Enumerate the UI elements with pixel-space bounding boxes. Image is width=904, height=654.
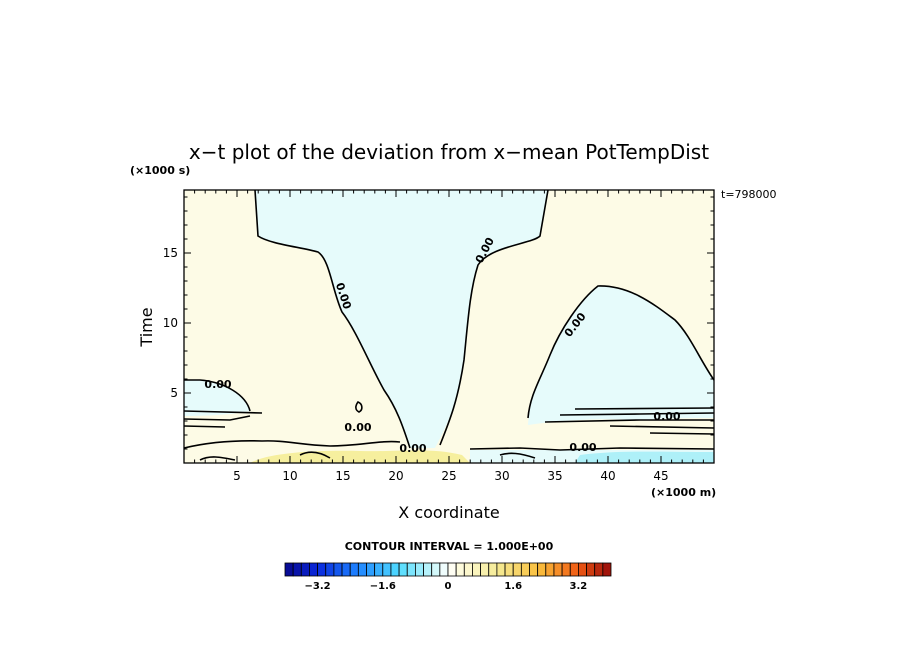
y-axis-unit: (×1000 s)	[130, 164, 190, 177]
contour-band-left-3	[183, 425, 226, 428]
contour-label: 0.00	[399, 442, 426, 455]
colorbar-bin	[537, 562, 547, 577]
x-tick-label: 45	[653, 469, 668, 483]
contour-small-loop	[355, 401, 363, 413]
colorbar-bin	[357, 562, 367, 577]
contour-zero-center-right	[439, 189, 549, 446]
colorbar-bin	[341, 562, 351, 577]
contour-band-right-1	[574, 407, 715, 410]
colorbar-bin	[423, 562, 433, 577]
chart-title: x−t plot of the deviation from x−mean Po…	[189, 140, 709, 164]
x-tick-label: 30	[494, 469, 509, 483]
colorbar-bin	[325, 562, 335, 577]
contour-interval-text: CONTOUR INTERVAL = 1.000E+00	[345, 540, 554, 553]
colorbar-bin	[317, 562, 327, 577]
x-axis-label: X coordinate	[398, 503, 499, 522]
colorbar-bin	[439, 562, 449, 577]
colorbar-tick-label: 3.2	[570, 581, 588, 592]
colorbar-bin	[569, 562, 579, 577]
colorbar-bin	[480, 562, 490, 577]
contour-band-right-2	[559, 412, 715, 416]
colorbar-bin	[406, 562, 416, 577]
colorbar-bin	[463, 562, 473, 577]
colorbar-bin	[390, 562, 400, 577]
colorbar-bin	[561, 562, 571, 577]
colorbar-bin	[545, 562, 555, 577]
colorbar-bin	[374, 562, 384, 577]
colorbar-bin	[488, 562, 498, 577]
colorbar-bin	[586, 562, 596, 577]
contour-label: 0.00	[569, 441, 596, 454]
y-axis: 5 10 15	[163, 196, 714, 450]
colorbar-bin	[382, 562, 392, 577]
colorbar-ticks: −3.2 −1.6 0 1.6 3.2	[305, 581, 588, 592]
colorbar-bin	[472, 562, 482, 577]
colorbar-bin	[414, 562, 424, 577]
colorbar-bin	[578, 562, 587, 577]
colorbar-bin	[496, 562, 506, 577]
contour-band-left-2	[183, 415, 251, 421]
contour-low-left	[183, 440, 401, 449]
colorbar-bin	[512, 562, 522, 577]
colorbar-tick-label: −3.2	[305, 581, 331, 592]
colorbar-bin	[366, 562, 376, 577]
colorbar-bin	[309, 562, 319, 577]
negative-region-right	[528, 285, 714, 425]
colorbar-bin	[553, 562, 563, 577]
contour-band-left-1	[183, 410, 263, 414]
colorbar	[284, 562, 612, 577]
colorbar-bin	[520, 562, 530, 577]
x-axis: 5 10 15 20 25 30 35 40 45	[194, 190, 704, 483]
colorbar-tick-label: −1.6	[370, 581, 396, 592]
contour-band-right-5	[649, 432, 715, 435]
colorbar-bin	[504, 562, 514, 577]
x-tick-label: 40	[600, 469, 615, 483]
contour-lines	[183, 189, 715, 461]
colorbar-bin	[594, 562, 604, 577]
contour-label: 0.00	[344, 421, 371, 434]
colorbar-bin	[284, 562, 294, 577]
colorbar-bin	[398, 562, 408, 577]
colorbar-bin	[349, 562, 359, 577]
contour-zero-right-dome	[527, 285, 715, 419]
contour-band-right-4	[609, 425, 715, 429]
negative-region-center	[255, 190, 548, 448]
y-tick-label: 15	[163, 246, 178, 260]
y-tick-label: 5	[170, 386, 178, 400]
contour-lower-wiggle	[199, 451, 536, 461]
time-stamp: t=798000	[721, 188, 777, 201]
x-tick-label: 5	[233, 469, 241, 483]
colorbar-bin	[455, 562, 465, 577]
contour-zero-center-left	[254, 189, 411, 449]
colorbar-bin	[447, 562, 457, 577]
x-tick-label: 25	[441, 469, 456, 483]
plot-area: 0.00 0.00 0.00 0.00 0.00 0.00 0.00 0.00	[183, 189, 715, 464]
colorbar-bin	[333, 562, 343, 577]
contour-zero-left	[184, 379, 251, 412]
colorbar-tick-label: 1.6	[504, 581, 522, 592]
colorbar-tick-label: 0	[445, 581, 452, 592]
colorbar-bin	[300, 562, 310, 577]
contour-low-right	[469, 447, 715, 451]
y-tick-label: 10	[163, 316, 178, 330]
y-axis-label: Time	[137, 307, 156, 347]
cold-region-lowright	[575, 451, 714, 463]
negative-region-left	[184, 380, 250, 416]
x-tick-label: 15	[335, 469, 350, 483]
x-tick-label: 35	[547, 469, 562, 483]
colorbar-bin	[602, 562, 612, 577]
contour-band-right-3	[544, 419, 714, 423]
colorbar-bin	[292, 562, 302, 577]
colorbar-bin	[529, 562, 539, 577]
colorbar-bin	[431, 562, 441, 577]
x-tick-label: 20	[388, 469, 403, 483]
x-axis-unit: (×1000 m)	[651, 486, 716, 499]
contour-label: 0.00	[653, 410, 680, 423]
contour-label: 0.00	[204, 378, 231, 391]
x-tick-label: 10	[282, 469, 297, 483]
